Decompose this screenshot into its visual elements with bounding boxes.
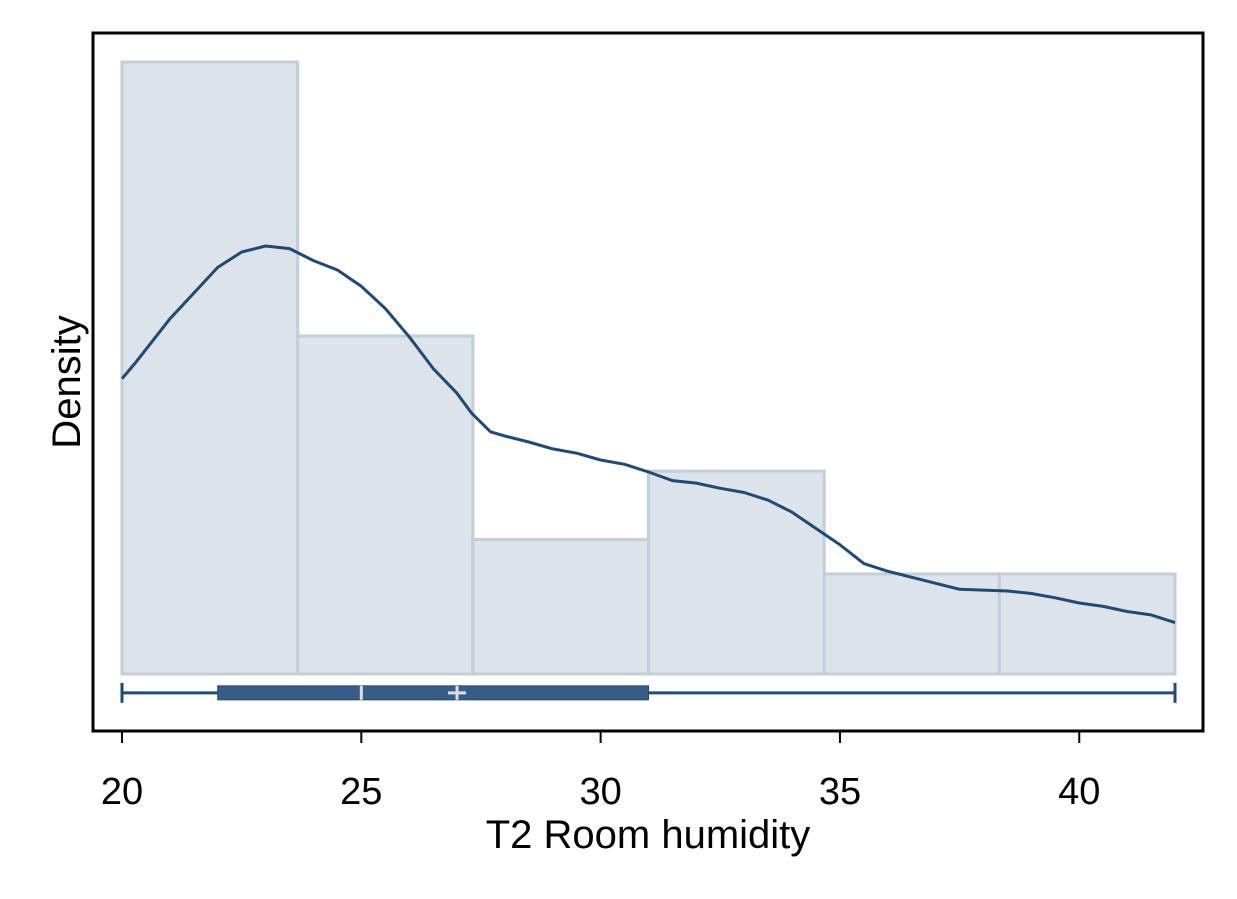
histogram-bar-6 [997,572,1177,676]
histogram-bars [120,60,1177,676]
x-axis-title: T2 Room humidity [486,813,811,857]
y-axis-title: Density [45,315,89,448]
x-tick-label-20: 20 [101,771,143,813]
x-axis: 20 25 30 35 40 [101,731,1100,813]
box-iqr [217,685,650,701]
histogram-bar-1 [120,60,300,676]
histogram-bar-3 [471,538,650,676]
box-plot [120,682,1177,703]
x-tick-label-40: 40 [1058,771,1100,813]
plot-frame [91,31,1205,733]
x-tick-label-25: 25 [340,771,382,813]
histogram-bar-2 [296,334,475,676]
x-tick-label-30: 30 [579,771,621,813]
x-tick-label-35: 35 [819,771,861,813]
density-curve [120,244,1176,625]
histogram-bar-4 [647,469,826,676]
